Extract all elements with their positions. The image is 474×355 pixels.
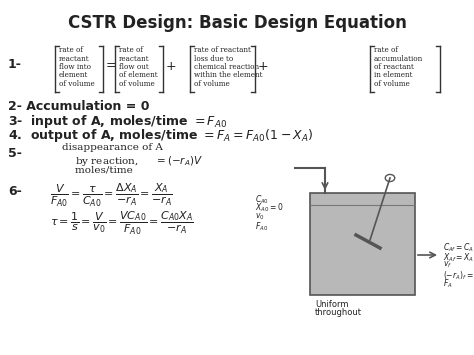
Text: flow out: flow out <box>119 63 149 71</box>
Text: rate of reactant: rate of reactant <box>194 46 251 54</box>
Text: accumulation: accumulation <box>374 55 423 62</box>
Text: rate of: rate of <box>59 46 83 54</box>
Text: $C_{A0}$: $C_{A0}$ <box>255 193 269 206</box>
Text: of volume: of volume <box>59 80 95 88</box>
Text: rate of: rate of <box>374 46 398 54</box>
Text: $(-r_A)_f = (-r_A)$: $(-r_A)_f = (-r_A)$ <box>443 269 474 282</box>
Text: in element: in element <box>374 71 412 79</box>
Text: of element: of element <box>119 71 158 79</box>
Text: 2- Accumulation = 0: 2- Accumulation = 0 <box>8 100 149 113</box>
Text: disappearance of A: disappearance of A <box>62 143 163 152</box>
Text: moles/time: moles/time <box>62 165 133 174</box>
Text: $\tau = \dfrac{1}{s} = \dfrac{V}{v_0} = \dfrac{VC_{A0}}{F_{A0}} = \dfrac{C_{A0}X: $\tau = \dfrac{1}{s} = \dfrac{V}{v_0} = … <box>50 210 194 237</box>
Text: $X_{Af} = X_A$: $X_{Af} = X_A$ <box>443 251 474 263</box>
Text: $X_{A0} = 0$: $X_{A0} = 0$ <box>255 202 283 214</box>
Text: +: + <box>258 60 269 72</box>
Text: 5-: 5- <box>8 147 22 160</box>
Text: $C_{Af} = C_A$: $C_{Af} = C_A$ <box>443 242 474 255</box>
Text: of volume: of volume <box>194 80 230 88</box>
Text: flow into: flow into <box>59 63 91 71</box>
Text: 6-: 6- <box>8 185 22 198</box>
Text: =: = <box>106 60 117 72</box>
Text: 3-  input of A, moles/time $= F_{A0}$: 3- input of A, moles/time $= F_{A0}$ <box>8 113 227 130</box>
Text: $V, X_A$: $V, X_A$ <box>315 220 335 233</box>
Text: of reactant: of reactant <box>374 63 414 71</box>
Text: by reaction,     $= (-r_A)V$: by reaction, $= (-r_A)V$ <box>62 154 203 168</box>
Text: +: + <box>166 60 177 72</box>
Text: loss due to: loss due to <box>194 55 233 62</box>
Text: $F_{A0}$: $F_{A0}$ <box>255 221 268 234</box>
Text: of volume: of volume <box>374 80 410 88</box>
Text: 1-: 1- <box>8 58 22 71</box>
Text: element: element <box>59 71 88 79</box>
Text: throughout: throughout <box>315 308 362 317</box>
Text: $F_A$: $F_A$ <box>443 278 453 290</box>
Text: of volume: of volume <box>119 80 155 88</box>
Text: $v_0$: $v_0$ <box>255 212 264 223</box>
Text: Uniform: Uniform <box>315 300 348 309</box>
Text: reactant: reactant <box>119 55 150 62</box>
Text: chemical reaction: chemical reaction <box>194 63 259 71</box>
Text: reactant: reactant <box>59 55 90 62</box>
Text: 4.  output of A, moles/time $= F_A = F_{A0}(1 - X_A)$: 4. output of A, moles/time $= F_A = F_{A… <box>8 127 314 144</box>
Text: CSTR Design: Basic Design Equation: CSTR Design: Basic Design Equation <box>68 14 406 32</box>
Text: $C_A, (-r_A)$: $C_A, (-r_A)$ <box>315 231 349 244</box>
Text: $v_f$: $v_f$ <box>443 260 452 271</box>
Text: $\dfrac{V}{F_{A0}} = \dfrac{\tau}{C_{A0}} = \dfrac{\Delta X_A}{-r_A} = \dfrac{X_: $\dfrac{V}{F_{A0}} = \dfrac{\tau}{C_{A0}… <box>50 182 173 209</box>
Text: rate of: rate of <box>119 46 143 54</box>
Text: within the element: within the element <box>194 71 263 79</box>
